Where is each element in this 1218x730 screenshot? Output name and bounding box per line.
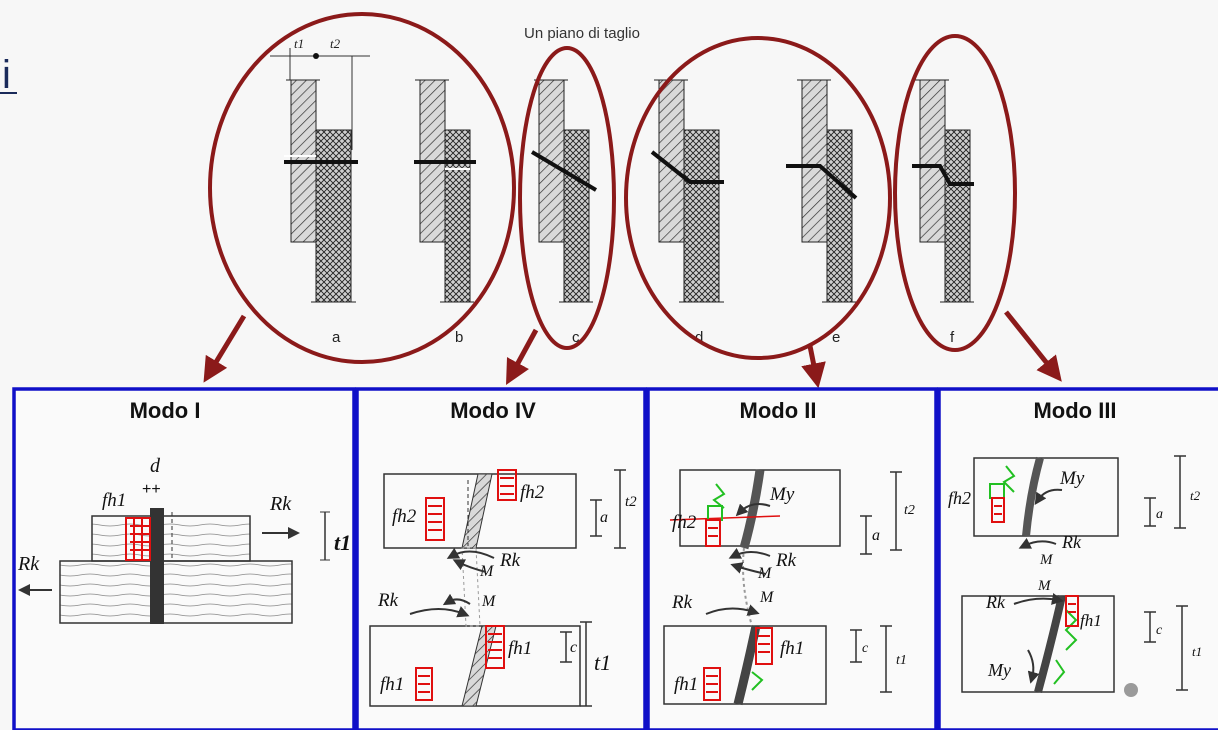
- panel-title-modo-iv: Modo IV: [450, 398, 536, 423]
- case-letter-c: c: [572, 329, 580, 346]
- label-fh1-modo-iii: fh1: [1080, 611, 1102, 630]
- modo-i-sketch: d ++ fh1 Rk Rk t1: [17, 455, 351, 624]
- mapping-arrows: [203, 310, 1062, 389]
- dim-t2-label: t2: [330, 36, 341, 51]
- label-m-lower-modo-iii: M: [1037, 578, 1052, 594]
- arrow-to-modo-ii: [801, 345, 826, 389]
- joint-c: [530, 79, 598, 303]
- ellipse-c: [518, 46, 616, 350]
- label-my-upper-modo-iii: My: [1059, 468, 1085, 489]
- grouping-ellipses: [208, 12, 1017, 364]
- label-c-modo-ii: c: [862, 641, 869, 656]
- case-letter-d: d: [695, 329, 703, 346]
- label-rk-lower-modo-iv: Rk: [377, 590, 399, 611]
- label-t2-modo-iii: t2: [1190, 488, 1201, 503]
- label-rk-lower-modo-iii: Rk: [985, 592, 1006, 612]
- ellipse-f: [893, 34, 1017, 352]
- modo-ii-sketch: My fh2 Rk M Rk M fh1 fh1 a t2 c t1: [663, 469, 915, 706]
- arrow-to-modo-iv: [506, 328, 539, 385]
- label-d: d: [150, 455, 161, 477]
- label-my-modo-ii: My: [769, 484, 795, 505]
- panel-title-modo-ii: Modo II: [740, 398, 817, 423]
- label-m-lower-modo-ii: M: [759, 589, 775, 606]
- arrow-to-modo-iii: [1004, 310, 1062, 382]
- label-a-modo-iii: a: [1156, 507, 1163, 522]
- case-letter-f: f: [950, 329, 955, 346]
- label-d-ticks: ++: [142, 481, 161, 498]
- label-t2-modo-ii: t2: [904, 503, 915, 518]
- joint-d: [650, 79, 724, 303]
- panel-title-modo-i: Modo I: [130, 398, 201, 423]
- label-rk-lower-modo-ii: Rk: [671, 592, 693, 613]
- joint-a: [284, 79, 358, 303]
- label-rk-upper-modo-ii: Rk: [775, 550, 797, 571]
- label-rk-upper-modo-iii: Rk: [1061, 532, 1082, 552]
- label-fh2-upper-modo-iv: fh2: [520, 482, 545, 503]
- label-fh2-modo-ii: fh2: [672, 512, 697, 533]
- label-m-upper-modo-iii: M: [1039, 552, 1054, 568]
- thickness-dimension: t1 t2: [270, 36, 370, 150]
- label-my-lower-modo-iii: My: [987, 660, 1011, 680]
- joint-e: [786, 79, 858, 303]
- arrow-to-modo-i: [203, 314, 247, 383]
- joint-b: [414, 79, 476, 303]
- label-m-upper-modo-iv: M: [479, 563, 495, 580]
- label-c-modo-iii: c: [1156, 623, 1163, 638]
- case-letter-b: b: [455, 329, 463, 346]
- label-fh1-right-modo-iv: fh1: [508, 638, 532, 659]
- label-t1-modo-ii: t1: [896, 653, 907, 668]
- case-letters: a b c d e f: [332, 329, 955, 346]
- label-t1-modo-iii: t1: [1192, 644, 1202, 659]
- label-fh1-left-modo-ii: fh1: [674, 674, 698, 695]
- label-fh1-modo-i: fh1: [102, 490, 126, 511]
- label-t1-modo-i: t1: [334, 530, 351, 555]
- modo-iv-sketch: fh2 fh2 Rk M Rk M fh1 fh1 a t2 c t1: [369, 469, 637, 707]
- joint-f: [912, 79, 974, 303]
- label-fh2-modo-iii: fh2: [948, 488, 971, 508]
- modo-iii-sketch: My fh2 Rk M M Rk fh1 My a t2 c t1: [948, 455, 1202, 697]
- label-rk-right-modo-i: Rk: [269, 493, 292, 515]
- label-c-modo-iv: c: [570, 639, 577, 656]
- label-m-lower-modo-iv: M: [481, 593, 497, 610]
- label-fh2-left-modo-iv: fh2: [392, 506, 417, 527]
- diagram-title: Un piano di taglio: [524, 25, 640, 42]
- case-letter-e: e: [832, 329, 840, 346]
- label-rk-upper-modo-iv: Rk: [499, 550, 521, 571]
- label-fh1-left-modo-iv: fh1: [380, 674, 404, 695]
- label-fh1-right-modo-ii: fh1: [780, 638, 804, 659]
- label-t1-modo-iv: t1: [594, 650, 611, 675]
- dim-t1-label: t1: [294, 36, 304, 51]
- label-t2-modo-iv: t2: [625, 494, 637, 510]
- case-letter-a: a: [332, 329, 341, 346]
- label-a-modo-ii: a: [872, 527, 880, 544]
- corner-fragment-text: i: [2, 53, 11, 97]
- ellipse-de: [624, 36, 892, 360]
- label-rk-left-modo-i: Rk: [17, 553, 40, 575]
- slide-bullet-dot: [1124, 683, 1138, 697]
- ellipse-ab: [208, 12, 516, 364]
- label-a-modo-iv: a: [600, 509, 608, 526]
- panel-title-modo-iii: Modo III: [1033, 398, 1116, 423]
